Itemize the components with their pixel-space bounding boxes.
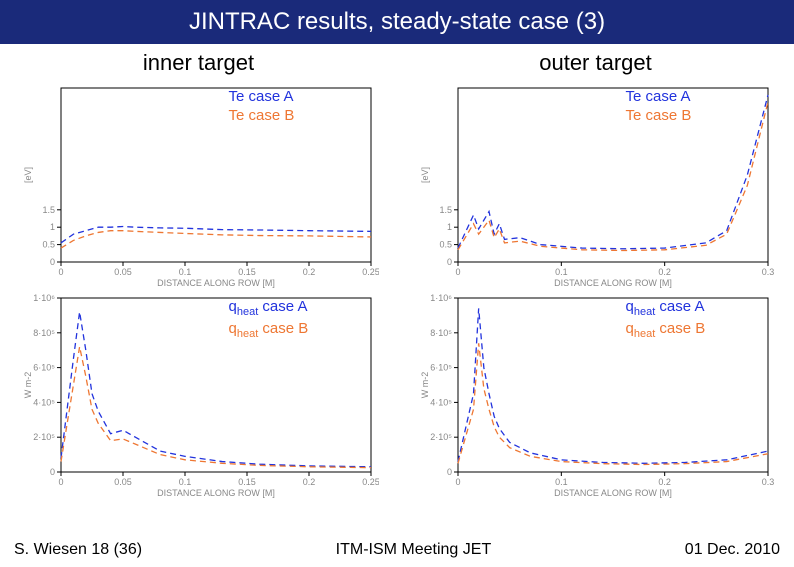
footer: S. Wiesen 18 (36) ITM-ISM Meeting JET 01… <box>0 535 794 567</box>
svg-text:0: 0 <box>455 477 460 487</box>
svg-text:8·10⁵: 8·10⁵ <box>430 328 452 338</box>
svg-text:6·10⁵: 6·10⁵ <box>33 363 55 373</box>
chart-inner-te: Te case ATe case B 00.050.10.150.20.2500… <box>19 80 379 290</box>
chart-grid: inner target Te case ATe case B 0 0.05 0.1… <box>0 44 794 500</box>
svg-text:0: 0 <box>58 477 63 487</box>
footer-left: S. Wiesen 18 (36) <box>14 541 142 559</box>
svg-text:DISTANCE ALONG ROW [M]: DISTANCE ALONG ROW [M] <box>157 488 275 498</box>
svg-text:0.15: 0.15 <box>238 477 256 487</box>
svg-text:4·10⁵: 4·10⁵ <box>430 397 452 407</box>
legend-inner-te: Te case ATe case B <box>229 88 295 126</box>
svg-text:0: 0 <box>49 467 54 477</box>
legend-outer-te: Te case ATe case B <box>626 88 692 126</box>
svg-text:0.3: 0.3 <box>761 267 774 277</box>
svg-text:1: 1 <box>446 222 451 232</box>
svg-text:1.5: 1.5 <box>439 205 452 215</box>
svg-text:0.2: 0.2 <box>302 477 315 487</box>
chart-outer-te: Te case ATe case B 0 0.1 0.2 0.3 0 0.5 1 1.5 DIS… <box>416 80 776 290</box>
svg-text:8·10⁵: 8·10⁵ <box>33 328 55 338</box>
header-outer: outer target <box>539 44 652 80</box>
svg-text:0.2: 0.2 <box>658 267 671 277</box>
svg-text:0.1: 0.1 <box>178 477 191 487</box>
svg-text:0.25: 0.25 <box>362 477 379 487</box>
svg-text:0.2: 0.2 <box>658 477 671 487</box>
svg-text:2·10⁵: 2·10⁵ <box>430 432 452 442</box>
svg-text:0: 0 <box>446 467 451 477</box>
svg-text:0: 0 <box>58 267 63 277</box>
svg-text:2·10⁵: 2·10⁵ <box>33 432 55 442</box>
svg-outer-te: 0 0.1 0.2 0.3 0 0.5 1 1.5 DISTANCE ALONG ROW [M]… <box>416 80 776 290</box>
svg-text:DISTANCE ALONG ROW [M]: DISTANCE ALONG ROW [M] <box>157 278 275 288</box>
legend-inner-q: qheat case Aqheat case B <box>229 298 309 342</box>
chart-outer-q: qheat case Aqheat case B 0 0.1 0.2 0.3 0 2·10… <box>416 290 776 500</box>
svg-text:[eV]: [eV] <box>420 167 430 183</box>
svg-text:6·10⁵: 6·10⁵ <box>430 363 452 373</box>
svg-text:1.5: 1.5 <box>42 205 55 215</box>
svg-text:0.1: 0.1 <box>555 477 568 487</box>
svg-text:1·10⁶: 1·10⁶ <box>33 293 55 303</box>
svg-text:1·10⁶: 1·10⁶ <box>430 293 452 303</box>
svg-text:0.5: 0.5 <box>42 240 55 250</box>
svg-text:0.1: 0.1 <box>178 267 191 277</box>
svg-text:W m-2: W m-2 <box>23 372 33 399</box>
svg-text:DISTANCE ALONG ROW [M]: DISTANCE ALONG ROW [M] <box>554 488 672 498</box>
svg-text:0.2: 0.2 <box>302 267 315 277</box>
svg-text:W m-2: W m-2 <box>420 372 430 399</box>
svg-inner-te: 0 0.05 0.1 0.15 0.2 0.25 0 0.5 1 1.5 DISTANCE ALON… <box>19 80 379 290</box>
svg-text:0.05: 0.05 <box>114 267 132 277</box>
footer-right: 01 Dec. 2010 <box>685 541 780 559</box>
column-inner: inner target Te case ATe case B 0 0.05 0.1… <box>0 44 397 500</box>
footer-center: ITM-ISM Meeting JET <box>336 541 492 559</box>
svg-text:0: 0 <box>455 267 460 277</box>
chart-inner-q: qheat case Aqheat case B 0 0.05 0.1 0.15 0.2… <box>19 290 379 500</box>
title-bar: JINTRAC results, steady-state case (3) <box>0 0 794 44</box>
svg-text:0.25: 0.25 <box>362 267 379 277</box>
svg-text:0.05: 0.05 <box>114 477 132 487</box>
svg-outer-q: 0 0.1 0.2 0.3 0 2·10⁵ 4·10⁵ 6·10⁵ 8·10⁵ 1·10⁶ DIST… <box>416 290 776 500</box>
column-outer: outer target Te case ATe case B 00.10.20… <box>397 44 794 500</box>
svg-text:0.15: 0.15 <box>238 267 256 277</box>
svg-text:1: 1 <box>49 222 54 232</box>
svg-text:0.5: 0.5 <box>439 240 452 250</box>
svg-text:4·10⁵: 4·10⁵ <box>33 397 55 407</box>
legend-outer-q: qheat case Aqheat case B <box>626 298 706 342</box>
svg-text:DISTANCE ALONG ROW [M]: DISTANCE ALONG ROW [M] <box>554 278 672 288</box>
svg-text:0: 0 <box>49 257 54 267</box>
header-inner: inner target <box>143 44 254 80</box>
svg-text:0: 0 <box>446 257 451 267</box>
svg-text:0.3: 0.3 <box>761 477 774 487</box>
svg-inner-q: 0 0.05 0.1 0.15 0.2 0.25 0 2·10⁵ 4·10⁵ 6·10⁵ 8·10⁵… <box>19 290 379 500</box>
svg-text:[eV]: [eV] <box>23 167 33 183</box>
svg-text:0.1: 0.1 <box>555 267 568 277</box>
